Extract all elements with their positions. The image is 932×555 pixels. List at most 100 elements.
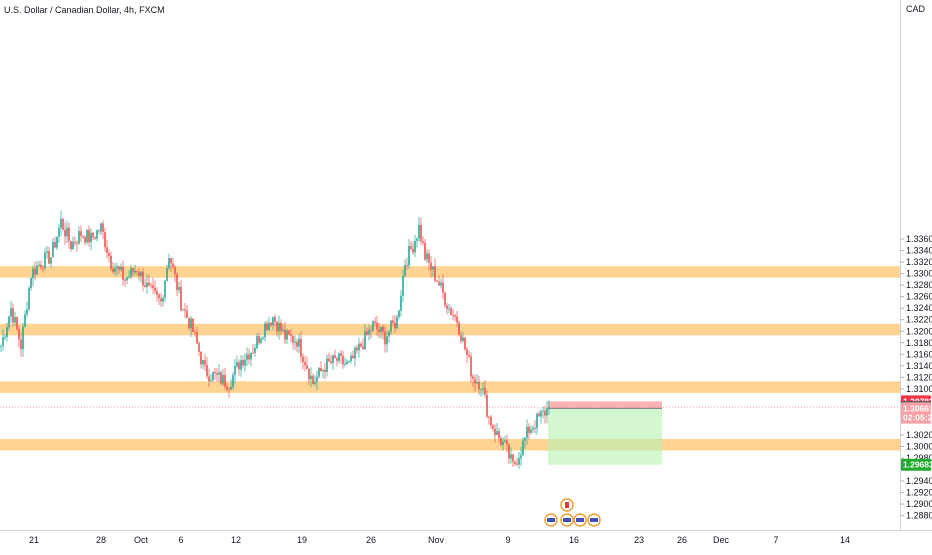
candle[interactable] — [314, 375, 316, 387]
candle[interactable] — [76, 240, 78, 252]
candle[interactable] — [16, 316, 18, 331]
candle[interactable] — [266, 320, 268, 331]
candle[interactable] — [286, 328, 288, 344]
candle[interactable] — [340, 349, 342, 364]
candle[interactable] — [440, 278, 442, 289]
candle[interactable] — [214, 367, 216, 380]
candle[interactable] — [412, 241, 414, 255]
currency-label[interactable]: CAD — [906, 4, 926, 14]
candle[interactable] — [252, 344, 254, 354]
candle[interactable] — [148, 274, 150, 288]
candle[interactable] — [82, 235, 84, 240]
candle[interactable] — [494, 424, 496, 443]
candle[interactable] — [490, 415, 492, 429]
candle[interactable] — [546, 400, 548, 424]
candle[interactable] — [450, 306, 452, 316]
candle[interactable] — [2, 328, 4, 352]
candle[interactable] — [80, 225, 82, 242]
candle[interactable] — [30, 277, 32, 292]
candle[interactable] — [370, 326, 372, 339]
candle[interactable] — [174, 264, 176, 283]
candle[interactable] — [448, 303, 450, 314]
candle[interactable] — [152, 277, 154, 294]
candle[interactable] — [110, 251, 112, 271]
candle[interactable] — [244, 352, 246, 372]
candle[interactable] — [166, 264, 168, 282]
candle[interactable] — [236, 355, 238, 369]
candle[interactable] — [502, 437, 504, 451]
candle[interactable] — [540, 409, 542, 424]
candle[interactable] — [54, 236, 56, 249]
candle[interactable] — [108, 249, 110, 263]
candle[interactable] — [464, 337, 466, 352]
candle[interactable] — [254, 343, 256, 357]
candle[interactable] — [416, 237, 418, 248]
candle[interactable] — [104, 228, 106, 252]
candle[interactable] — [404, 259, 406, 278]
candle[interactable] — [154, 280, 156, 295]
resistance-zone[interactable] — [0, 381, 900, 393]
candle[interactable] — [120, 263, 122, 272]
candle[interactable] — [274, 314, 276, 326]
candle[interactable] — [386, 330, 388, 353]
resistance-zone[interactable] — [0, 438, 900, 451]
candle[interactable] — [298, 333, 300, 354]
candle[interactable] — [536, 412, 538, 435]
candle[interactable] — [128, 270, 130, 279]
candle[interactable] — [234, 359, 236, 384]
candle[interactable] — [352, 350, 354, 359]
candle[interactable] — [508, 443, 510, 464]
candle[interactable] — [222, 369, 224, 387]
candle[interactable] — [436, 279, 438, 283]
candle[interactable] — [422, 236, 424, 246]
resistance-zone[interactable] — [0, 323, 900, 336]
candle[interactable] — [322, 368, 324, 379]
candle[interactable] — [318, 367, 320, 379]
candle[interactable] — [52, 238, 54, 258]
candle[interactable] — [264, 321, 266, 342]
candle[interactable] — [198, 341, 200, 357]
candle[interactable] — [368, 324, 370, 341]
candle[interactable] — [518, 451, 520, 469]
candle[interactable] — [136, 270, 138, 276]
candle[interactable] — [466, 346, 468, 364]
candle[interactable] — [196, 326, 198, 345]
candle[interactable] — [394, 315, 396, 334]
candle[interactable] — [278, 315, 280, 340]
candle[interactable] — [362, 338, 364, 350]
candle[interactable] — [504, 435, 506, 444]
candle[interactable] — [34, 261, 36, 280]
candle[interactable] — [36, 261, 38, 276]
take-profit-zone[interactable] — [548, 408, 662, 465]
candle[interactable] — [304, 355, 306, 372]
candle[interactable] — [168, 253, 170, 271]
candle[interactable] — [456, 310, 458, 328]
candle[interactable] — [160, 293, 162, 307]
candle[interactable] — [170, 258, 172, 272]
candle[interactable] — [496, 422, 498, 436]
candle[interactable] — [216, 368, 218, 382]
candle[interactable] — [172, 257, 174, 269]
candle[interactable] — [542, 406, 544, 419]
candle[interactable] — [130, 264, 132, 280]
candle[interactable] — [48, 246, 50, 265]
candle[interactable] — [488, 415, 490, 425]
candle[interactable] — [134, 264, 136, 276]
candle[interactable] — [324, 362, 326, 379]
candle[interactable] — [280, 319, 282, 336]
candle[interactable] — [232, 372, 234, 390]
candle[interactable] — [212, 370, 214, 383]
candle[interactable] — [96, 229, 98, 242]
candle[interactable] — [480, 388, 482, 397]
candle[interactable] — [272, 316, 274, 331]
candle[interactable] — [24, 310, 26, 328]
candle[interactable] — [32, 265, 34, 287]
candle[interactable] — [344, 357, 346, 368]
candle[interactable] — [74, 236, 76, 247]
candle[interactable] — [230, 378, 232, 390]
candle[interactable] — [418, 217, 420, 242]
candle[interactable] — [328, 352, 330, 363]
candle[interactable] — [164, 280, 166, 302]
candle[interactable] — [116, 262, 118, 276]
event-markers[interactable] — [544, 498, 601, 527]
